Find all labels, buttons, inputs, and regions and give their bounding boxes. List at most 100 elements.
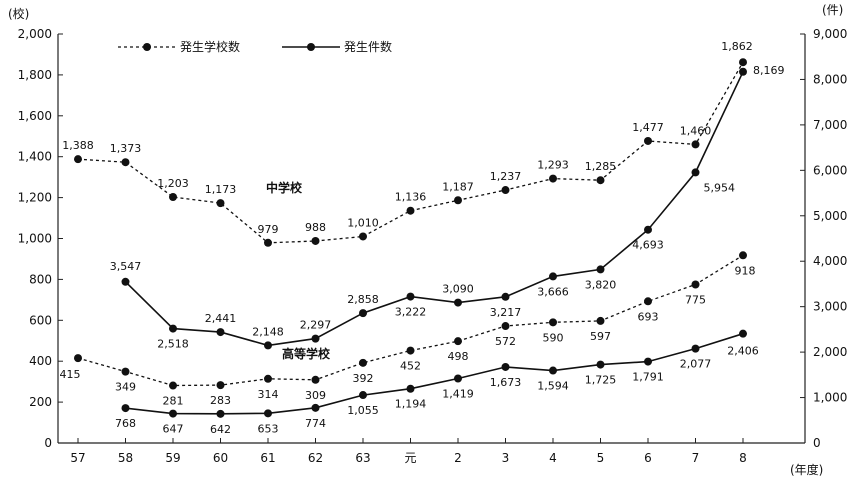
x-tick-label: 8 bbox=[739, 451, 747, 465]
x-tick-label: 58 bbox=[118, 451, 133, 465]
legend-incidents-label: 発生件数 bbox=[344, 39, 392, 54]
data-point bbox=[121, 404, 130, 413]
data-label: 1,594 bbox=[537, 380, 569, 393]
data-label: 1,791 bbox=[632, 371, 664, 384]
legend-incidents-marker bbox=[307, 43, 315, 51]
x-axis-ticks: 57 58 59 60 61 62 63 元 2 3 4 5 6 7 8 bbox=[70, 438, 747, 465]
data-label: 1,419 bbox=[442, 388, 474, 401]
data-point bbox=[691, 140, 700, 149]
data-label: 1,285 bbox=[585, 160, 617, 173]
left-tick-label: 1,000 bbox=[18, 232, 52, 246]
series-line bbox=[125, 332, 744, 415]
data-label: 281 bbox=[163, 395, 184, 408]
left-axis-unit: (校) bbox=[8, 6, 29, 21]
data-point bbox=[691, 280, 700, 289]
legend-schools-marker bbox=[143, 43, 151, 51]
data-point bbox=[644, 357, 652, 366]
left-tick-label: 1,600 bbox=[18, 109, 52, 123]
data-point bbox=[359, 391, 367, 400]
data-point bbox=[454, 337, 462, 346]
data-label: 1,388 bbox=[62, 139, 94, 152]
left-tick-label: 1,400 bbox=[18, 150, 52, 164]
data-point bbox=[501, 292, 510, 301]
left-tick-label: 400 bbox=[29, 354, 52, 368]
x-tick-label: 62 bbox=[308, 451, 323, 465]
right-tick-label: 6,000 bbox=[813, 163, 847, 177]
series-line bbox=[77, 61, 744, 244]
data-point bbox=[216, 199, 225, 208]
data-point bbox=[454, 298, 462, 307]
data-label: 4,693 bbox=[632, 239, 664, 252]
data-point bbox=[359, 232, 367, 241]
x-tick-label: 2 bbox=[454, 451, 462, 465]
data-label: 498 bbox=[448, 350, 469, 363]
legend-schools-label: 発生学校数 bbox=[180, 39, 240, 54]
data-label: 1,173 bbox=[205, 183, 237, 196]
data-point bbox=[359, 309, 367, 318]
left-tick-label: 600 bbox=[29, 313, 52, 327]
data-label: 2,441 bbox=[205, 312, 237, 325]
right-tick-label: 3,000 bbox=[813, 300, 847, 314]
x-tick-label: 63 bbox=[355, 451, 370, 465]
data-point bbox=[739, 329, 747, 338]
data-point bbox=[644, 225, 652, 234]
data-point bbox=[264, 409, 272, 418]
left-axis-ticks: 0 200 400 600 800 1,000 1,200 1,400 1,600 1,800 2,… bbox=[18, 27, 63, 450]
data-label: 918 bbox=[735, 264, 756, 277]
group-label-high-school: 高等学校 bbox=[282, 346, 331, 361]
data-point bbox=[644, 136, 652, 145]
data-label: 1,725 bbox=[585, 374, 617, 387]
data-point bbox=[406, 384, 415, 393]
x-tick-label: 60 bbox=[213, 451, 228, 465]
left-tick-label: 800 bbox=[29, 272, 52, 286]
data-point bbox=[121, 158, 130, 167]
right-tick-label: 4,000 bbox=[813, 254, 847, 268]
data-label: 1,673 bbox=[490, 376, 522, 389]
data-label: 1,187 bbox=[442, 180, 474, 193]
data-label: 642 bbox=[210, 423, 231, 436]
right-tick-label: 2,000 bbox=[813, 345, 847, 359]
group-label-junior-high: 中学校 bbox=[266, 180, 303, 195]
data-label: 2,297 bbox=[300, 319, 332, 332]
data-label: 774 bbox=[305, 417, 326, 430]
data-label: 2,148 bbox=[252, 325, 284, 338]
data-label: 2,077 bbox=[680, 358, 712, 371]
data-label: 3,547 bbox=[110, 260, 142, 273]
data-point bbox=[311, 334, 320, 343]
left-tick-label: 1,200 bbox=[18, 191, 52, 205]
data-label: 309 bbox=[305, 389, 326, 402]
data-label: 775 bbox=[685, 294, 706, 307]
data-label: 283 bbox=[210, 394, 231, 407]
data-label: 349 bbox=[115, 381, 136, 394]
data-point bbox=[311, 403, 320, 412]
data-label: 653 bbox=[258, 422, 279, 435]
data-label: 597 bbox=[590, 330, 611, 343]
x-tick-label: 57 bbox=[70, 451, 85, 465]
data-label: 8,169 bbox=[753, 64, 785, 77]
right-tick-label: 8,000 bbox=[813, 72, 847, 86]
data-point bbox=[549, 318, 557, 327]
data-label: 988 bbox=[305, 221, 326, 234]
data-point bbox=[216, 409, 225, 418]
data-label: 452 bbox=[400, 360, 421, 373]
data-point bbox=[739, 251, 747, 260]
data-label: 647 bbox=[163, 423, 184, 436]
right-tick-label: 7,000 bbox=[813, 118, 847, 132]
x-axis-unit: (年度) bbox=[790, 462, 823, 477]
data-label: 314 bbox=[258, 388, 279, 401]
data-point bbox=[74, 354, 82, 363]
data-point bbox=[169, 381, 177, 390]
series-line bbox=[77, 254, 744, 387]
data-point bbox=[74, 155, 82, 164]
legend: 発生学校数 発生件数 bbox=[118, 39, 392, 54]
x-tick-label: 元 bbox=[404, 451, 416, 465]
data-point bbox=[691, 168, 700, 177]
data-point bbox=[216, 381, 225, 390]
series-layer: 1,388 1,373 1,203 1,173 979 988 1,010 1,136 1,18… bbox=[60, 40, 785, 436]
data-point bbox=[691, 344, 700, 353]
data-label: 3,222 bbox=[395, 306, 427, 319]
data-point bbox=[739, 58, 747, 67]
data-point bbox=[121, 277, 130, 286]
right-axis-ticks: 0 1,000 2,000 3,000 4,000 5,000 6,000 7,000 8,00… bbox=[800, 27, 847, 450]
